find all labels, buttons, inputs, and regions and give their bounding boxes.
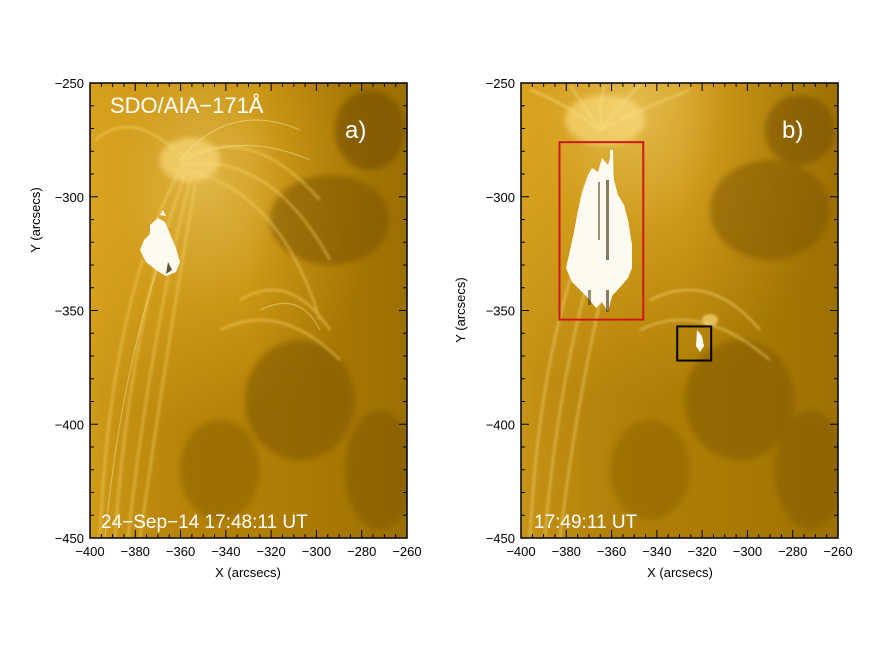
panel-label-a: a) [345, 117, 366, 144]
y-tick-label-a-4: −450 [55, 531, 84, 546]
y-tick-label-b-2: −350 [486, 304, 515, 319]
x-tick-label-a-7: −260 [392, 544, 421, 559]
y-tick-label-b-3: −400 [486, 417, 515, 432]
red-box [558, 141, 645, 321]
black-box [676, 325, 713, 362]
x-tick-label-a-1: −380 [121, 544, 150, 559]
x-tick-label-b-0: −400 [506, 544, 535, 559]
y-axis-title-b: Y (arcsecs) [453, 277, 468, 343]
axes-b: −400 −380 −360 −340 −320 −300 −280 −260 −250 −300… [486, 76, 853, 559]
x-tick-label-b-2: −360 [597, 544, 626, 559]
y-tick-label-a-0: −250 [55, 76, 84, 91]
flare-saturation-b [566, 150, 632, 312]
x-tick-label-b-1: −380 [552, 544, 581, 559]
x-tick-label-b-6: −280 [778, 544, 807, 559]
instrument-label-a: SDO/AIA−171Å [110, 93, 264, 118]
x-tick-label-b-3: −340 [642, 544, 671, 559]
flare-kernel-a [140, 210, 180, 276]
x-tick-label-a-4: −320 [256, 544, 285, 559]
solar-image-b [521, 83, 838, 538]
timestamp-label-a: 24−Sep−14 17:48:11 UT [101, 512, 308, 533]
y-tick-label-b-1: −300 [486, 190, 515, 205]
x-tick-label-a-0: −400 [75, 544, 104, 559]
axes-a: −400 −380 −360 −340 −320 −300 −280 −260 −250 −300… [55, 76, 422, 559]
y-tick-label-a-2: −350 [55, 304, 84, 319]
y-axis-title-a: Y (arcsecs) [28, 187, 43, 253]
y-tick-label-b-0: −250 [486, 76, 515, 91]
y-tick-label-a-1: −300 [55, 190, 84, 205]
panel-label-b: b) [782, 117, 803, 144]
highlight-boxes-b [558, 141, 713, 362]
y-tick-label-b-4: −450 [486, 531, 515, 546]
timestamp-label-b: 17:49:11 UT [534, 512, 638, 533]
x-tick-label-b-7: −260 [823, 544, 852, 559]
x-tick-label-a-3: −340 [211, 544, 240, 559]
y-tick-label-a-3: −400 [55, 417, 84, 432]
x-tick-label-b-5: −300 [733, 544, 762, 559]
x-tick-label-a-5: −300 [302, 544, 331, 559]
solar-image-a [90, 83, 407, 538]
x-tick-label-b-4: −320 [687, 544, 716, 559]
x-axis-title-a: X (arcsecs) [215, 565, 281, 580]
panel-a: SDO/AIA−171Å a) 24−Sep−14 17:48:11 UT −4… [28, 76, 422, 580]
x-axis-title-b: X (arcsecs) [647, 565, 713, 580]
small-brightening-b [696, 330, 704, 352]
x-tick-label-a-2: −360 [166, 544, 195, 559]
x-tick-label-a-6: −280 [347, 544, 376, 559]
panel-b: b) 17:49:11 UT −400 −380 −360 −340 −320 −300−… [453, 76, 853, 580]
